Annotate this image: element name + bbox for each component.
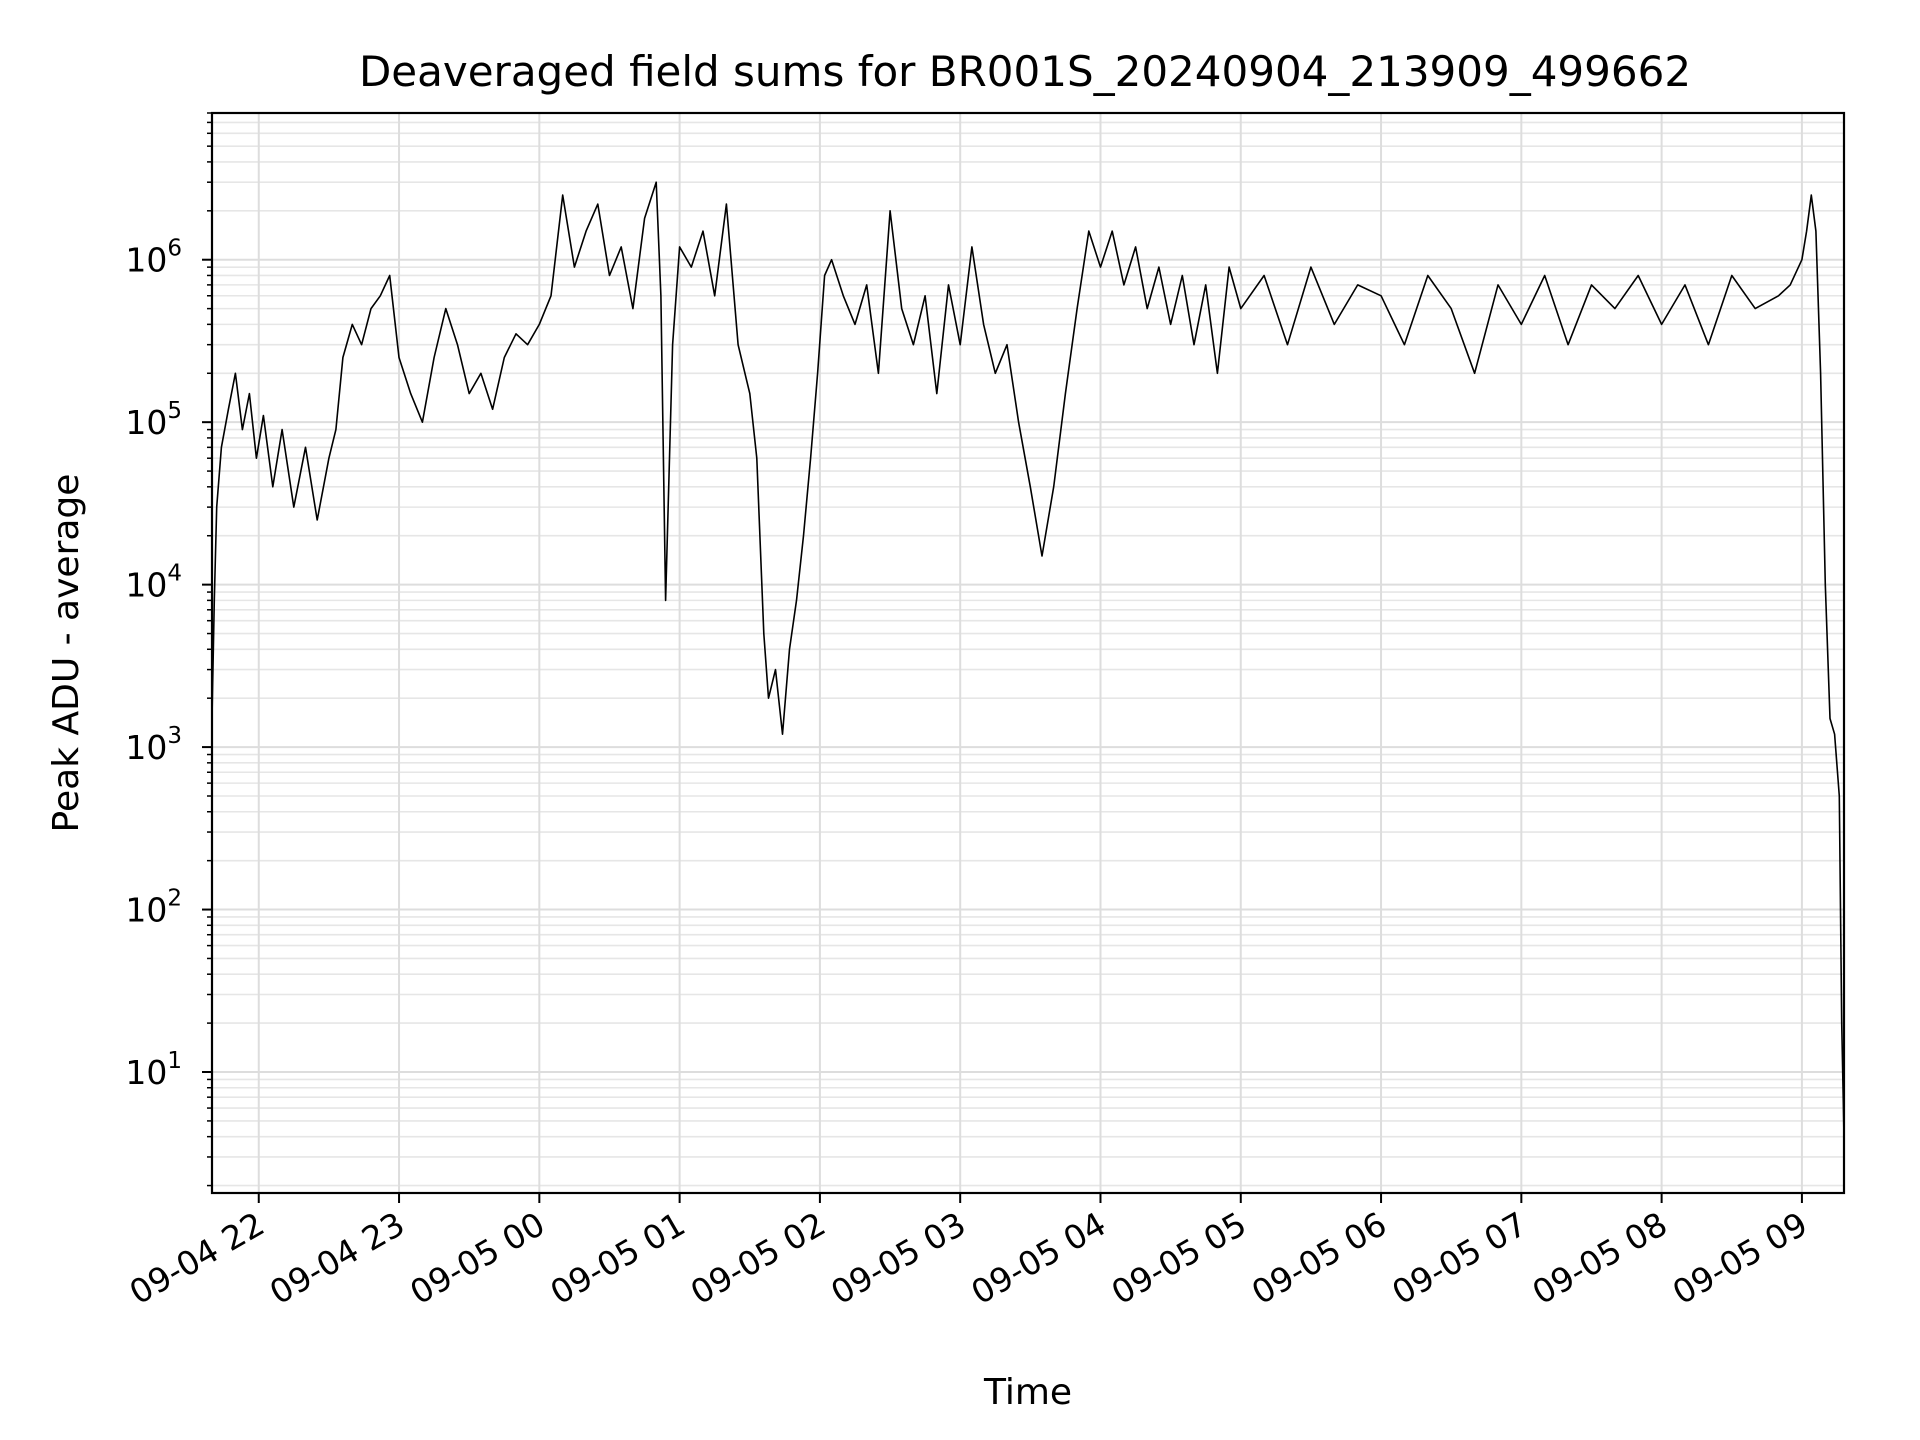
y-tick-label: 106	[125, 236, 182, 280]
grid	[212, 112, 1844, 1193]
y-axis: 101 102 103 104 105 106	[125, 112, 212, 1187]
y-tick-label: 102	[125, 886, 182, 930]
y-tick-label: 103	[125, 723, 182, 767]
plot-frame	[210, 111, 1846, 1195]
series-line	[211, 181, 1845, 1137]
y-tick-label: 101	[125, 1048, 182, 1092]
x-axis-label: Time	[983, 1372, 1072, 1413]
y-axis-label: Peak ADU - average	[46, 474, 87, 833]
y-tick-label: 105	[125, 398, 182, 442]
chart-title: Deaveraged field sums for BR001S_2024090…	[359, 47, 1691, 96]
y-tick-label: 104	[125, 561, 182, 605]
series	[211, 181, 1845, 1137]
